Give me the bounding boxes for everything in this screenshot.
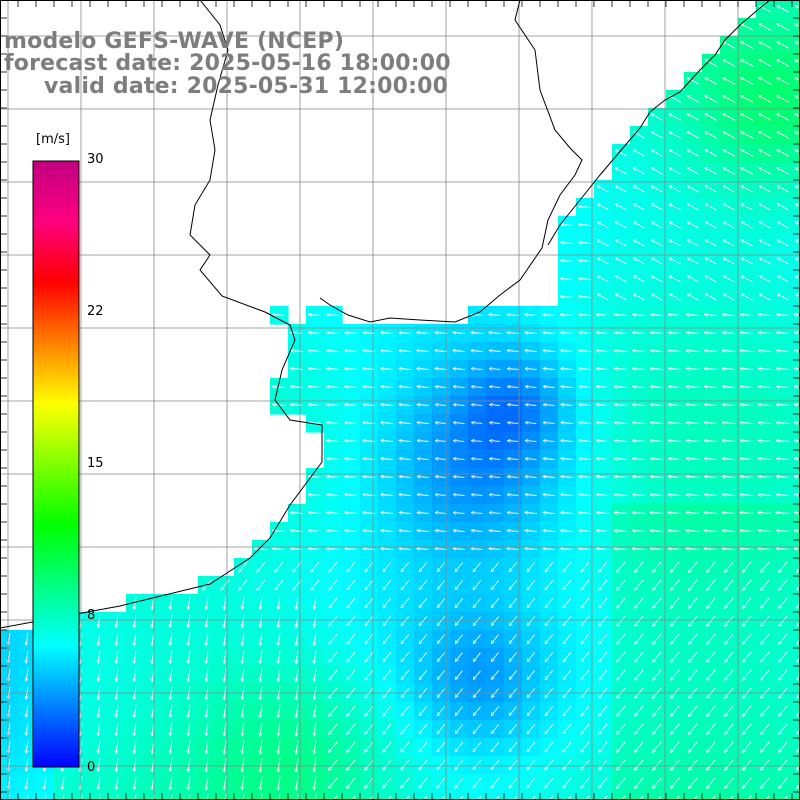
field-cell [792,594,800,613]
field-cell [720,792,739,800]
field-cell [342,792,361,800]
field-cell [666,792,685,800]
field-cell [792,216,800,235]
field-cell [378,792,397,800]
field-cell [792,540,800,559]
field-cell [468,792,487,800]
field-cell [792,36,800,55]
field-cell [792,342,800,361]
field-cell [792,738,800,757]
field-cell [792,774,800,793]
field-cell [792,234,800,253]
field-cell [792,180,800,199]
field-cell [792,126,800,145]
field-cell [522,792,541,800]
colorbar-tick-22: 22 [87,304,104,319]
field-cell [738,792,757,800]
title-valid-date: valid date: 2025-05-31 12:00:00 [44,74,449,99]
field-cell [792,54,800,73]
field-cell [792,468,800,487]
field-cell [774,792,793,800]
colorbar-tick-8: 8 [87,608,96,623]
colorbar-tick-15: 15 [87,456,104,471]
field-cell [792,144,800,163]
field-cell [684,792,703,800]
field-cell [648,792,667,800]
colorbar-unit: [m/s] [34,132,72,147]
field-cell [792,378,800,397]
field-cell [504,792,523,800]
field-cell [324,792,343,800]
field-cell [792,396,800,415]
field-cell [792,108,800,127]
field-cell [702,792,721,800]
field-cell [792,306,800,325]
field-cell [792,630,800,649]
field-cell [396,792,415,800]
field-cell [612,792,631,800]
field-cell [414,792,433,800]
field-cell [792,486,800,505]
field-cell [792,522,800,541]
field-cell [792,558,800,577]
field-cell [792,414,800,433]
field-cell [792,288,800,307]
field-cell [792,450,800,469]
field-cell [792,720,800,739]
field-cell [432,792,451,800]
field-cell [792,90,800,109]
field-cell [540,792,559,800]
field-cell [792,198,800,217]
field-cell [792,162,800,181]
field-cell [792,360,800,379]
field-cell [792,270,800,289]
field-cell [792,648,800,667]
field-cell [792,252,800,271]
colorbar-tick-30: 30 [87,152,104,167]
colorbar-tick-0: 0 [87,760,96,775]
field-cell [792,702,800,721]
field-cell [792,18,800,37]
field-cell [792,324,800,343]
title-forecast-date: forecast date: 2025-05-16 18:00:00 [4,51,451,76]
field-cell [792,0,800,19]
field-cell [792,666,800,685]
field-cell [792,432,800,451]
field-cell [792,792,800,800]
field-cell [792,504,800,523]
field-cell [558,792,577,800]
field-cell [756,792,775,800]
field-cell [450,792,469,800]
field-cell [792,612,800,631]
field-cell [792,756,800,775]
field-cell [594,792,613,800]
field-cell [792,576,800,595]
field-cell [792,72,800,91]
field-cell [486,792,505,800]
field-cell [630,792,649,800]
colorbar-ramp [32,160,80,768]
field-cell [360,792,379,800]
